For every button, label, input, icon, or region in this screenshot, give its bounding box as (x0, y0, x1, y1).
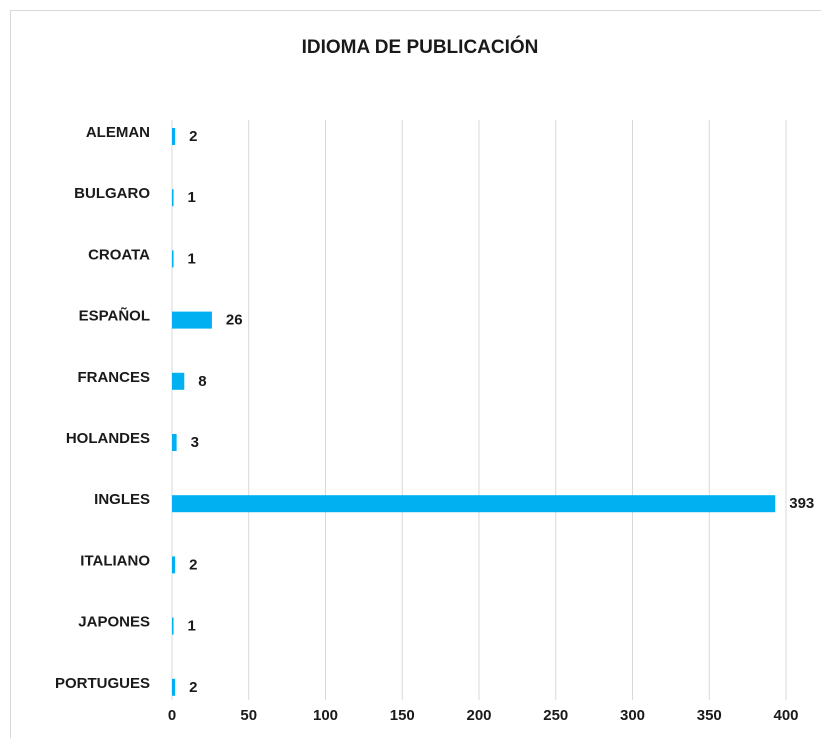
x-tick-label: 250 (543, 707, 568, 724)
x-tick-label: 350 (697, 707, 722, 724)
y-tick-label: FRANCES (77, 369, 150, 386)
value-label: 2 (189, 679, 197, 696)
y-tick-label: ESPAÑOL (79, 307, 150, 325)
bar (172, 189, 174, 207)
x-tick-label: 300 (620, 707, 645, 724)
value-label: 3 (191, 434, 199, 451)
bar (172, 372, 185, 390)
y-tick-label: INGLES (94, 491, 150, 508)
chart-frame (10, 10, 821, 738)
y-tick-label: CROATA (88, 246, 150, 263)
x-tick-label: 0 (168, 707, 176, 724)
x-tick-label: 150 (390, 707, 415, 724)
bar (172, 128, 176, 145)
value-label: 1 (188, 250, 196, 267)
value-label: 1 (188, 618, 196, 635)
bar (172, 678, 176, 696)
bar (172, 617, 174, 635)
y-tick-label: ITALIANO (80, 552, 150, 569)
value-label: 8 (198, 373, 206, 390)
chart-title: IDIOMA DE PUBLICACIÓN (302, 36, 539, 58)
x-tick-label: 100 (313, 707, 338, 724)
x-tick-label: 200 (466, 707, 491, 724)
bar (172, 250, 174, 268)
y-tick-label: HOLANDES (66, 430, 150, 447)
x-tick-label: 50 (240, 707, 257, 724)
y-tick-label: JAPONES (78, 614, 150, 631)
bar (172, 495, 776, 513)
y-tick-label: ALEMAN (86, 124, 150, 141)
bar (172, 556, 176, 574)
value-label: 26 (226, 312, 243, 329)
y-tick-label: PORTUGUES (55, 675, 150, 692)
bar (172, 311, 212, 329)
value-label: 2 (189, 556, 197, 573)
value-label: 2 (189, 128, 197, 145)
x-tick-label: 400 (773, 707, 798, 724)
value-label: 1 (188, 189, 196, 206)
value-label: 393 (789, 495, 814, 512)
bar (172, 434, 177, 451)
y-tick-label: BULGARO (74, 185, 150, 202)
